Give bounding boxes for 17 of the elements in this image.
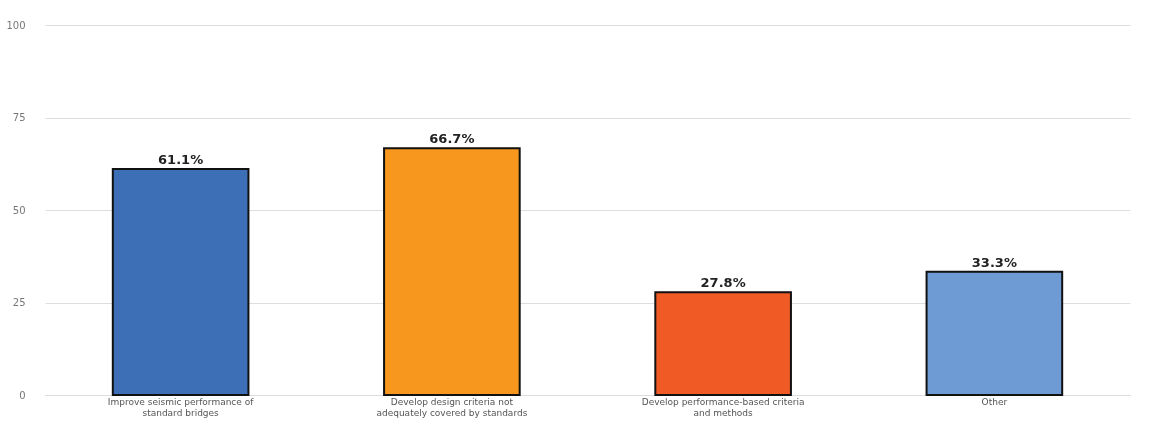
data-label: 33.3% <box>971 254 1017 270</box>
y-tick-label: 100 <box>6 19 26 31</box>
data-label: 66.7% <box>429 131 475 147</box>
data-label: 27.8% <box>700 275 746 291</box>
y-tick-label: 50 <box>12 204 26 216</box>
y-tick-label: 75 <box>12 112 26 123</box>
x-tick-label: Other <box>981 396 1008 407</box>
y-tick-label: 25 <box>12 297 26 308</box>
bar <box>111 167 250 396</box>
y-tick-label: 0 <box>19 389 26 401</box>
data-label: 61.1% <box>158 151 204 167</box>
bar <box>383 147 521 396</box>
bar <box>654 291 792 396</box>
x-tick-label: Improve seismic performance of standard bridges <box>107 396 255 418</box>
x-tick-label: Develop performance-based criteria and methods <box>641 396 805 418</box>
x-tick-label: Develop design criteria not adequately covered by standards <box>376 396 528 418</box>
bar <box>925 270 1064 396</box>
